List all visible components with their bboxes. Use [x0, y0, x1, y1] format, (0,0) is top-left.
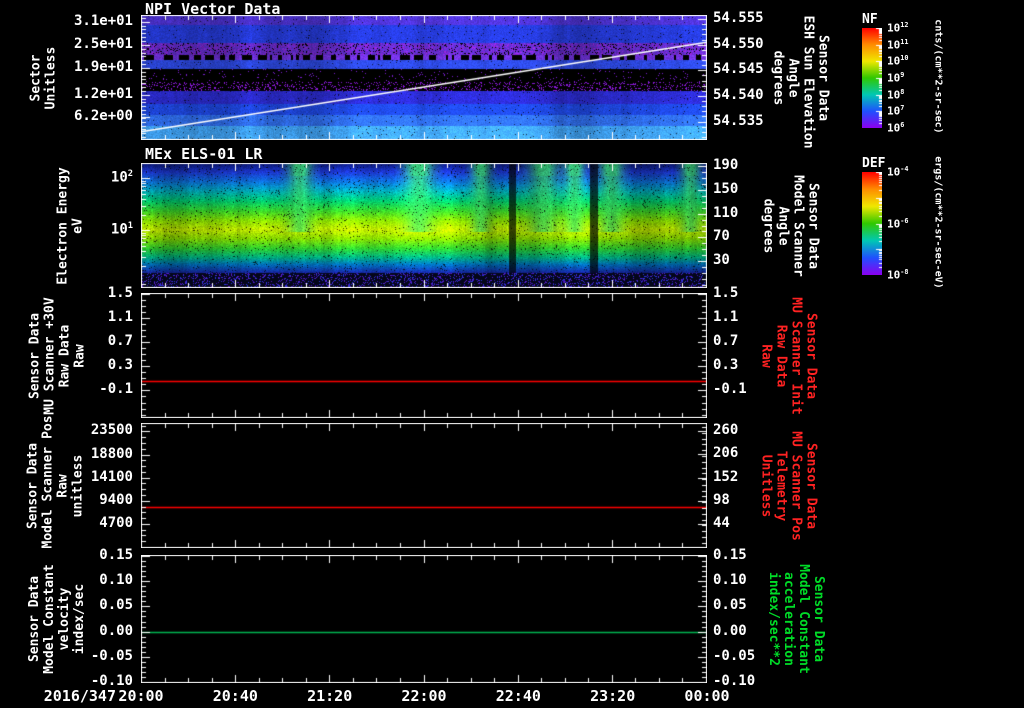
x-tick-label: 00:00 [684, 687, 730, 705]
panel-1-right-tick-label: 54.545 [713, 61, 764, 78]
panel-1-left-tick-label: 1.9e+01 [73, 58, 133, 75]
panel-5-left-tick-label: -0.05 [90, 647, 133, 664]
panel-1-left-tick-label: 3.1e+01 [73, 12, 133, 29]
panel-5-left-tick-label: 0.00 [99, 622, 133, 639]
panel-5-right-tick-label: 0.00 [713, 622, 747, 639]
panel-3-right-tick-label: 0.7 [713, 333, 739, 350]
colorbar2-label: DEF [862, 156, 886, 171]
panel-1-canvas [141, 15, 707, 140]
panel-3-right-tick-label: -0.1 [713, 381, 747, 398]
panel-5-left-tick-label: -0.10 [90, 673, 133, 689]
panel-1-right-tick-label: 54.550 [713, 35, 764, 52]
colorbar1-label: NF [862, 12, 878, 27]
panel-3-right-axis-title: Sensor Data MU Scanner Init Raw Data Raw [758, 296, 818, 415]
colorbar-1-tick-label: 109 [887, 71, 905, 85]
colorbar-2-tick-label: 10-4 [887, 165, 909, 179]
colorbar-2-canvas [862, 172, 882, 275]
panel-5-left-axis-title: Sensor Data Model Constant velocity index/s… [27, 564, 87, 674]
colorbar-1-tick-label: 108 [887, 87, 905, 102]
colorbar-2-units: ergs/(cm**2-sr-sec-eV) [932, 155, 944, 289]
colorbar-2-tick-label: 10-6 [887, 216, 909, 231]
panel-3-left-tick-label: 1.5 [107, 285, 133, 301]
panel-5-left-tick-label: 0.15 [99, 547, 133, 563]
colorbar-1-tick-label: 1010 [887, 54, 909, 68]
panel-2-right-tick-label: 70 [713, 228, 730, 245]
panel-2-right-tick-label: 110 [713, 204, 739, 221]
panel-5-right-tick-label: 0.15 [713, 547, 747, 563]
panel-1-right-tick-label: 54.555 [713, 10, 764, 27]
panel-5-right-tick-label: -0.10 [713, 673, 756, 689]
panel-3-right-tick-label: 1.5 [713, 285, 739, 301]
panel-3-right-tick-label: 1.1 [713, 309, 739, 326]
panel-1-right-tick-label: 54.535 [713, 112, 764, 129]
colorbar-1-tick-label: 107 [887, 104, 905, 118]
panel-3-left-tick-label: 0.7 [107, 333, 133, 350]
panel-2-canvas [141, 163, 707, 288]
panel-5-right-tick-label: 0.05 [713, 597, 747, 614]
panel-2-left-axis-title: Electron Energy eV [55, 166, 85, 285]
x-tick-label: 20:00 [118, 687, 164, 705]
colorbar-2-tick-label: 10-8 [887, 268, 909, 282]
panel-2-left-tick-label: 102 [110, 169, 133, 187]
panel2-title: MEx ELS-01 LR [145, 145, 263, 163]
panel-3-left-axis-title: Sensor Data MU Scanner +30V Raw Data Raw [27, 296, 87, 415]
panel-4-canvas [141, 423, 707, 548]
panel-1-right-tick-label: 54.540 [713, 86, 764, 103]
panel-1-left-axis-title: Sector Unitless [28, 46, 58, 109]
panel-1-right-axis-title: Sensor Data ESH Sun Elevation Angle degrees [770, 15, 830, 149]
panel-4-left-tick-label: 18800 [90, 445, 133, 462]
panel-1-left-tick-label: 2.5e+01 [73, 35, 133, 52]
panel-4-left-tick-label: 23500 [90, 422, 133, 439]
panel-1-left-tick-label: 6.2e+00 [73, 108, 133, 125]
panel-2-right-tick-label: 190 [713, 156, 739, 173]
panel-2-right-tick-label: 30 [713, 252, 730, 269]
panel-3-left-tick-label: -0.1 [99, 381, 133, 398]
panel-3-left-tick-label: 1.1 [107, 309, 133, 326]
colorbar-1-tick-label: 1012 [887, 21, 909, 35]
panel-2-left-tick-label: 101 [110, 221, 133, 238]
panel-4-right-axis-title: Sensor Data MU Scanner Pos Telemetry Unitle… [758, 430, 818, 541]
x-tick-label: 22:00 [401, 687, 447, 705]
panel-5-left-tick-label: 0.10 [99, 572, 133, 589]
panel-5-right-tick-label: 0.10 [713, 572, 747, 589]
x-tick-label: 21:20 [307, 687, 353, 705]
panel-4-right-tick-label: 98 [713, 491, 730, 508]
panel-3-left-tick-label: 0.3 [107, 357, 133, 374]
panel-5-left-tick-label: 0.05 [99, 597, 133, 614]
panel-4-right-tick-label: 260 [713, 422, 739, 439]
x-tick-label: 23:20 [590, 687, 636, 705]
colorbar-1-tick-label: 106 [887, 121, 905, 135]
panel-5-canvas [141, 555, 707, 683]
x-axis-date-label: 2016/347 [43, 687, 116, 705]
panel-3-right-tick-label: 0.3 [713, 357, 739, 374]
panel-4-left-tick-label: 4700 [99, 514, 133, 531]
colorbar-1-canvas [862, 28, 882, 128]
panel-4-left-axis-title: Sensor Data Model Scanner Pos Raw unitless [25, 414, 85, 548]
panel-4-right-tick-label: 152 [713, 468, 739, 485]
panel-5-right-axis-title: Sensor Data Model Constant acceleration ind… [766, 564, 826, 674]
colorbar-1-tick-label: 1011 [887, 37, 909, 52]
panel-4-right-tick-label: 44 [713, 514, 730, 531]
panel-2-right-axis-title: Sensor Data Model Scanner Angle degrees [760, 174, 820, 277]
panel-4-right-tick-label: 206 [713, 445, 739, 462]
panel-2-right-tick-label: 150 [713, 180, 739, 197]
panel-3-canvas [141, 293, 707, 418]
panel-4-left-tick-label: 14100 [90, 468, 133, 485]
panel-4-left-tick-label: 9400 [99, 491, 133, 508]
x-tick-label: 22:40 [495, 687, 541, 705]
panel-5-right-tick-label: -0.05 [713, 647, 756, 664]
panel1-title: NPI Vector Data [145, 0, 281, 18]
x-tick-label: 20:40 [212, 687, 258, 705]
panel-1-left-tick-label: 1.2e+01 [73, 85, 133, 102]
